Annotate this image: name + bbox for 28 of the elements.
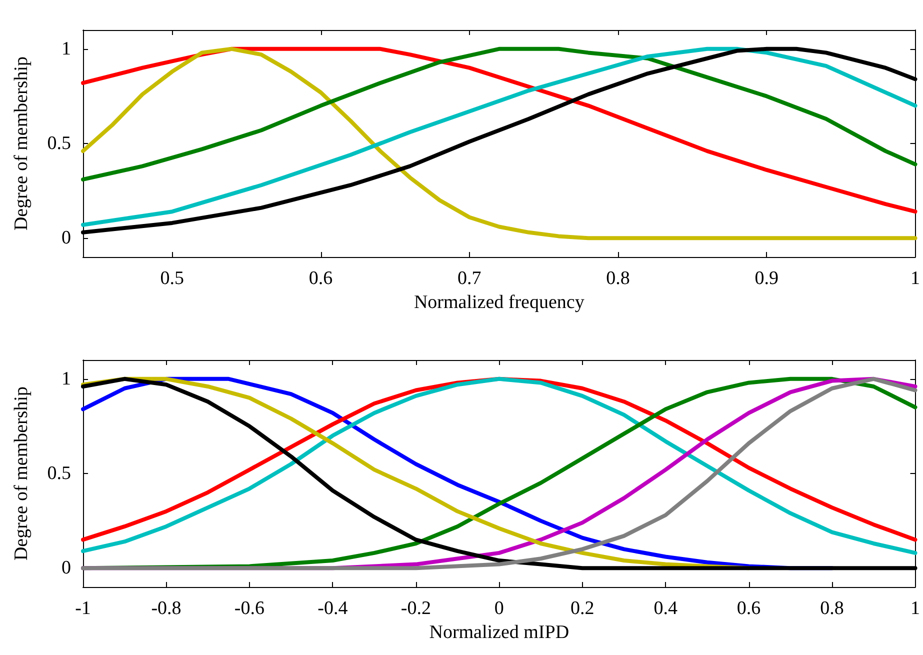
x-tick-label: 1	[910, 268, 920, 289]
x-tick-label: -0.8	[151, 598, 182, 619]
x-tick-label: 1	[910, 598, 920, 619]
x-tick-label: -0.4	[318, 598, 348, 619]
x-tick-label: -0.6	[234, 598, 264, 619]
y-tick-label: 0	[62, 558, 71, 579]
x-tick-label: 0.6	[308, 268, 333, 289]
x-tick-label: 0.6	[736, 598, 761, 619]
line-series	[81, 46, 918, 182]
x-tick-label: 0.5	[160, 268, 184, 289]
x-tick-label: 0.9	[754, 268, 779, 289]
y-axis-title: Degree of membership	[11, 56, 32, 231]
y-tick-label: 1	[62, 368, 71, 390]
x-tick-label: -1	[75, 598, 91, 619]
y-tick-label: 0.5	[47, 463, 71, 484]
y-axis-title: Degree of membership	[11, 386, 32, 561]
x-axis-title: Normalized mIPD	[429, 622, 570, 643]
x-tick-label: 0.7	[458, 268, 482, 289]
y-tick-label: 1	[62, 38, 71, 60]
x-tick-label: 0.4	[654, 598, 678, 619]
x-tick-label: 0.2	[570, 598, 594, 619]
x-tick-label: 0.8	[606, 268, 630, 289]
y-tick-label: 0.5	[47, 133, 71, 154]
y-tick-label: 0	[62, 228, 71, 249]
x-tick-label: 0.8	[820, 598, 844, 619]
x-axis-title: Normalized frequency	[414, 292, 585, 313]
x-tick-label: -0.2	[400, 598, 431, 619]
x-tick-label: 0	[494, 598, 504, 619]
